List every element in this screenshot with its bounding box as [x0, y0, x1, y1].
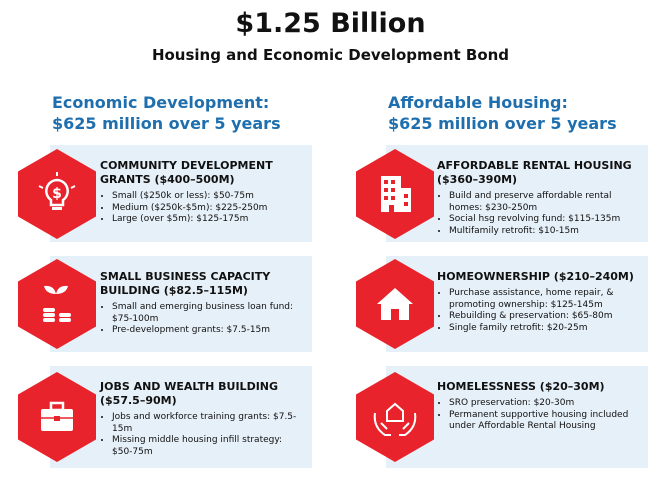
card-text: JOBS AND WEALTH BUILDING ($57.5–90M) Jobs…: [100, 380, 300, 458]
icon: [356, 148, 434, 239]
heading-line: $625 million over 5 years: [52, 114, 281, 133]
bullet: Social hsg revolving fund: $115-135m: [449, 214, 636, 226]
icon: [18, 259, 96, 349]
title: $1.25 Billion: [235, 8, 426, 39]
card-title: AFFORDABLE RENTAL HOUSING ($360–390M): [437, 159, 632, 186]
card-title: JOBS AND WEALTH BUILDING ($57.5–90M): [100, 380, 279, 407]
card-title: COMMUNITY DEVELOPMENT GRANTS ($400–500M): [100, 159, 273, 186]
card-title: SMALL BUSINESS CAPACITY BUILDING ($82.5–…: [100, 270, 271, 297]
bullet: Medium ($250k-$5m): $225-250m: [112, 203, 300, 215]
bullet: Rebuilding & preservation: $65-80m: [449, 311, 636, 323]
card-title: HOMELESSNESS ($20–30M): [437, 380, 605, 393]
bullet: Pre-development grants: $7.5-15m: [112, 325, 300, 337]
svg-text:$: $: [52, 186, 62, 202]
bullet: Purchase assistance, home repair, & prom…: [449, 288, 636, 311]
bullet-list: Small ($250k or less): $50-75mMedium ($2…: [100, 191, 300, 226]
bullet: Small and emerging business loan fund: $…: [112, 302, 300, 325]
bullet: Build and preserve affordable rental hom…: [449, 191, 636, 214]
bullet: Single family retrofit: $20-25m: [449, 323, 636, 335]
icon: [356, 372, 434, 462]
bullet-list: SRO preservation: $20-30mPermanent suppo…: [437, 398, 636, 433]
card-text: HOMELESSNESS ($20–30M) SRO preservation: …: [437, 380, 636, 433]
bullet-list: Purchase assistance, home repair, & prom…: [437, 288, 636, 334]
bullet: Multifamily retrofit: $10-15m: [449, 226, 636, 238]
bullet-list: Small and emerging business loan fund: $…: [100, 302, 300, 337]
bullet: Small ($250k or less): $50-75m: [112, 191, 300, 203]
column-heading: Affordable Housing: $625 million over 5 y…: [388, 92, 617, 134]
bullet-list: Jobs and workforce training grants: $7.5…: [100, 412, 300, 458]
card-text: COMMUNITY DEVELOPMENT GRANTS ($400–500M)…: [100, 159, 300, 226]
heading-line: $625 million over 5 years: [388, 114, 617, 133]
subtitle: Housing and Economic Development Bond: [151, 46, 510, 64]
icon: $: [18, 148, 96, 239]
icon: [18, 372, 96, 462]
bullet: Permanent supportive housing included un…: [449, 410, 636, 433]
icon: [356, 259, 434, 349]
bullet: Large (over $5m): $125-175m: [112, 214, 300, 226]
card-text: SMALL BUSINESS CAPACITY BUILDING ($82.5–…: [100, 270, 300, 337]
bullet-list: Build and preserve affordable rental hom…: [437, 191, 636, 237]
card-text: HOMEOWNERSHIP ($210–240M) Purchase assist…: [437, 270, 636, 334]
bullet: SRO preservation: $20-30m: [449, 398, 636, 410]
card-title: HOMEOWNERSHIP ($210–240M): [437, 270, 634, 283]
heading-line: Affordable Housing:: [388, 93, 568, 112]
heading-line: Economic Development:: [52, 93, 270, 112]
bullet: Jobs and workforce training grants: $7.5…: [112, 412, 300, 435]
column-heading: Economic Development: $625 million over 5…: [52, 92, 281, 134]
bullet: Missing middle housing infill strategy: …: [112, 435, 300, 458]
card-text: AFFORDABLE RENTAL HOUSING ($360–390M) Bui…: [437, 159, 636, 237]
